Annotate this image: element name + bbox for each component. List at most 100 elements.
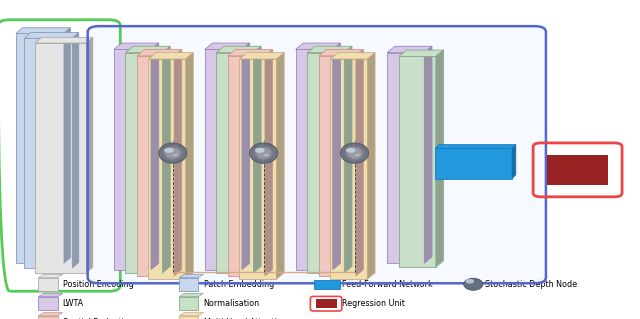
Polygon shape bbox=[186, 53, 193, 279]
Polygon shape bbox=[296, 43, 340, 49]
Polygon shape bbox=[86, 37, 93, 273]
Polygon shape bbox=[242, 43, 250, 270]
Polygon shape bbox=[38, 278, 58, 291]
Ellipse shape bbox=[348, 148, 361, 158]
Ellipse shape bbox=[251, 144, 276, 163]
Ellipse shape bbox=[255, 147, 273, 160]
Polygon shape bbox=[16, 28, 70, 33]
Ellipse shape bbox=[465, 279, 474, 284]
Ellipse shape bbox=[250, 143, 278, 163]
Polygon shape bbox=[114, 49, 151, 270]
Polygon shape bbox=[38, 297, 58, 310]
Polygon shape bbox=[148, 53, 193, 59]
Ellipse shape bbox=[347, 147, 362, 159]
Text: Stochastic Depth Node: Stochastic Depth Node bbox=[485, 280, 577, 289]
Text: LWTA: LWTA bbox=[63, 299, 84, 308]
Polygon shape bbox=[114, 43, 159, 49]
Polygon shape bbox=[151, 43, 159, 270]
Text: Position Encoding: Position Encoding bbox=[63, 280, 134, 289]
Text: Regression Unit: Regression Unit bbox=[342, 299, 405, 308]
Polygon shape bbox=[24, 38, 72, 268]
Polygon shape bbox=[253, 46, 261, 273]
Polygon shape bbox=[319, 49, 364, 56]
Ellipse shape bbox=[162, 145, 184, 161]
Ellipse shape bbox=[340, 143, 369, 163]
Polygon shape bbox=[399, 56, 436, 267]
Polygon shape bbox=[38, 316, 58, 319]
Ellipse shape bbox=[346, 147, 364, 160]
Polygon shape bbox=[436, 50, 444, 267]
Ellipse shape bbox=[257, 148, 270, 158]
Polygon shape bbox=[179, 293, 204, 297]
Ellipse shape bbox=[252, 145, 276, 162]
Polygon shape bbox=[367, 53, 375, 279]
Polygon shape bbox=[228, 56, 265, 276]
Ellipse shape bbox=[173, 154, 178, 156]
Ellipse shape bbox=[340, 143, 369, 163]
Ellipse shape bbox=[342, 145, 367, 162]
Polygon shape bbox=[307, 53, 344, 273]
Polygon shape bbox=[216, 46, 261, 53]
Polygon shape bbox=[387, 53, 424, 263]
Polygon shape bbox=[24, 33, 79, 38]
Polygon shape bbox=[179, 316, 198, 319]
Polygon shape bbox=[38, 274, 63, 278]
Polygon shape bbox=[35, 43, 86, 273]
Polygon shape bbox=[125, 53, 163, 273]
Ellipse shape bbox=[161, 145, 185, 162]
Ellipse shape bbox=[254, 146, 273, 160]
Polygon shape bbox=[239, 53, 284, 59]
Polygon shape bbox=[125, 46, 170, 53]
Text: Spatial Reduction: Spatial Reduction bbox=[63, 318, 133, 319]
Polygon shape bbox=[276, 53, 284, 279]
Polygon shape bbox=[174, 49, 182, 276]
Ellipse shape bbox=[344, 145, 365, 161]
Polygon shape bbox=[330, 53, 375, 59]
Polygon shape bbox=[38, 313, 63, 316]
FancyBboxPatch shape bbox=[88, 26, 546, 283]
Polygon shape bbox=[344, 46, 352, 273]
Polygon shape bbox=[424, 46, 432, 263]
Ellipse shape bbox=[345, 146, 364, 160]
Polygon shape bbox=[16, 33, 64, 263]
Polygon shape bbox=[205, 49, 242, 270]
Polygon shape bbox=[179, 278, 198, 291]
Ellipse shape bbox=[159, 143, 187, 163]
Polygon shape bbox=[239, 59, 276, 279]
Polygon shape bbox=[205, 43, 250, 49]
Ellipse shape bbox=[255, 148, 265, 153]
Ellipse shape bbox=[250, 143, 278, 163]
Polygon shape bbox=[228, 49, 273, 56]
Polygon shape bbox=[64, 28, 70, 263]
Text: Normalisation: Normalisation bbox=[204, 299, 260, 308]
Polygon shape bbox=[435, 145, 516, 148]
Polygon shape bbox=[179, 313, 204, 316]
Ellipse shape bbox=[346, 148, 356, 153]
Ellipse shape bbox=[165, 147, 180, 159]
Bar bbox=[314, 280, 340, 289]
Polygon shape bbox=[216, 53, 253, 273]
Polygon shape bbox=[148, 59, 186, 279]
Polygon shape bbox=[512, 145, 516, 179]
Polygon shape bbox=[330, 59, 367, 279]
Ellipse shape bbox=[355, 154, 360, 156]
Ellipse shape bbox=[160, 144, 186, 163]
Ellipse shape bbox=[164, 148, 174, 153]
Polygon shape bbox=[179, 274, 204, 278]
Polygon shape bbox=[38, 293, 63, 297]
Text: Patch Embedding: Patch Embedding bbox=[204, 280, 274, 289]
Polygon shape bbox=[399, 50, 444, 56]
Polygon shape bbox=[137, 56, 174, 276]
FancyBboxPatch shape bbox=[547, 155, 608, 185]
Polygon shape bbox=[307, 46, 352, 53]
Polygon shape bbox=[387, 46, 432, 53]
Polygon shape bbox=[35, 37, 93, 43]
Ellipse shape bbox=[264, 154, 269, 156]
Polygon shape bbox=[356, 49, 364, 276]
Ellipse shape bbox=[159, 143, 187, 163]
Text: Multi-Head Attention: Multi-Head Attention bbox=[204, 318, 286, 319]
Polygon shape bbox=[296, 49, 333, 270]
Ellipse shape bbox=[166, 148, 179, 158]
Polygon shape bbox=[179, 297, 198, 310]
Polygon shape bbox=[265, 49, 273, 276]
